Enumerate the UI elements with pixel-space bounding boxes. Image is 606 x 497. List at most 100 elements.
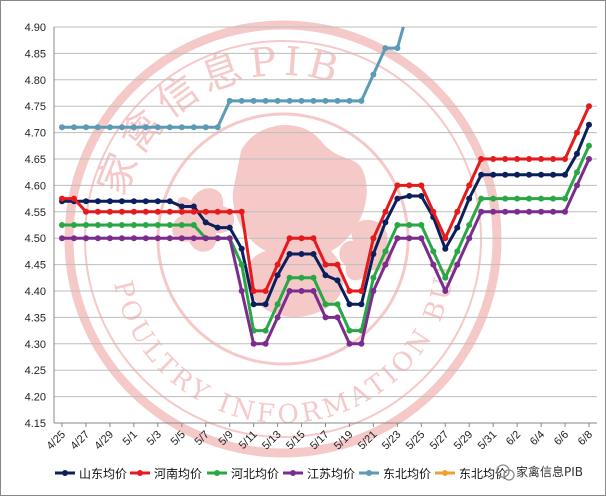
data-point <box>502 195 509 202</box>
data-point <box>178 208 185 215</box>
data-point <box>214 208 221 215</box>
data-point <box>310 251 317 257</box>
data-point <box>586 103 592 110</box>
data-point <box>538 156 545 162</box>
data-point <box>358 301 365 308</box>
data-point <box>322 314 329 321</box>
data-point <box>202 219 209 226</box>
data-point <box>154 235 161 242</box>
data-point <box>71 235 77 242</box>
data-point <box>334 314 341 321</box>
data-point <box>586 156 592 162</box>
data-point <box>226 97 233 104</box>
data-point <box>106 208 113 215</box>
legend-item: 江苏均价 <box>283 467 355 481</box>
data-point <box>226 208 233 215</box>
data-point <box>71 222 77 228</box>
data-point <box>166 124 173 131</box>
data-point <box>454 261 461 268</box>
data-point <box>310 235 317 242</box>
data-point <box>298 251 305 257</box>
data-point <box>574 169 580 176</box>
data-point <box>466 182 473 189</box>
data-point <box>106 235 113 242</box>
data-point <box>574 182 580 189</box>
data-point <box>142 222 149 228</box>
y-tick-label: 4.35 <box>25 312 46 324</box>
data-point <box>298 274 305 281</box>
data-point <box>502 208 509 215</box>
data-point <box>334 261 341 268</box>
data-point <box>94 124 101 131</box>
data-point <box>514 156 521 162</box>
data-point <box>562 156 568 162</box>
data-point <box>406 182 413 189</box>
legend-marker <box>290 470 296 476</box>
data-point <box>106 198 113 205</box>
data-point <box>286 235 293 242</box>
data-point <box>130 222 137 228</box>
series-1 <box>59 103 592 294</box>
data-point <box>178 222 185 228</box>
data-point <box>59 195 65 202</box>
legend-marker <box>366 470 372 476</box>
data-point <box>442 288 449 294</box>
data-point <box>142 124 149 131</box>
legend-label: 河北均价 <box>231 467 279 481</box>
data-point <box>526 208 533 215</box>
data-point <box>394 235 401 242</box>
data-point <box>346 340 353 347</box>
data-point <box>130 235 137 242</box>
legend-label: 东北均价 <box>383 467 431 481</box>
data-point <box>562 171 568 178</box>
data-point <box>334 277 341 284</box>
data-point <box>490 195 497 202</box>
x-tick-label: 4/27 <box>68 429 92 453</box>
data-point <box>466 222 473 228</box>
data-point <box>262 301 269 308</box>
wechat-watermark: 家禽信息PIB <box>496 464 583 481</box>
y-tick-label: 4.30 <box>25 339 46 351</box>
data-point <box>190 235 197 242</box>
data-point <box>118 222 125 228</box>
data-point <box>142 235 149 242</box>
data-point <box>154 208 161 215</box>
data-point <box>202 208 209 215</box>
legend-item: 东北均价 <box>359 467 431 481</box>
legend-label: 山东均价 <box>79 467 127 481</box>
data-point <box>490 208 497 215</box>
data-point <box>130 198 137 205</box>
x-tick-label: 5/29 <box>452 429 476 453</box>
data-point <box>274 261 281 268</box>
y-tick-label: 4.20 <box>25 392 46 404</box>
data-point <box>334 301 341 308</box>
data-point <box>298 288 305 294</box>
data-point <box>178 235 185 242</box>
wechat-label: 家禽信息PIB <box>516 464 583 479</box>
legend-label: 江苏均价 <box>307 467 355 481</box>
data-point <box>83 198 89 205</box>
data-point <box>358 97 365 104</box>
data-point <box>442 245 449 252</box>
data-point <box>262 327 269 334</box>
data-point <box>490 156 497 162</box>
data-point <box>418 222 425 228</box>
data-point <box>298 235 305 242</box>
y-axis-ticks: 4.90 4.85 4.80 4.75 4.70 4.65 4.60 4.55 4.50 4.45… <box>25 22 46 430</box>
series-3 <box>59 156 592 347</box>
data-point <box>586 142 592 149</box>
series-0 <box>59 121 592 308</box>
y-tick-label: 4.75 <box>25 101 46 113</box>
data-point <box>382 219 389 226</box>
x-tick-label: 5/25 <box>404 429 428 453</box>
data-point <box>190 222 197 228</box>
y-tick-label: 4.65 <box>25 154 46 166</box>
data-point <box>250 288 257 294</box>
y-tick-label: 4.80 <box>25 75 46 87</box>
data-point <box>83 124 89 131</box>
data-point <box>526 195 533 202</box>
data-point <box>262 97 269 104</box>
data-point <box>430 248 437 255</box>
data-point <box>538 171 545 178</box>
data-point <box>454 208 461 215</box>
